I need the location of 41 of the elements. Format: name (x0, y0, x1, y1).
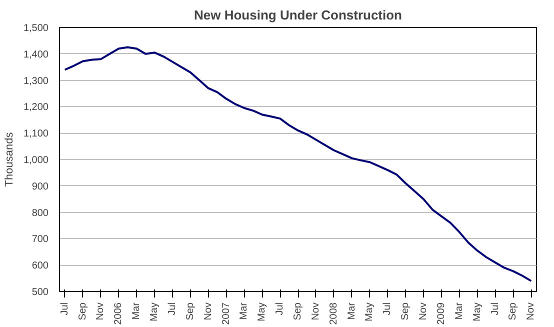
y-tick-label: 900 (32, 181, 49, 192)
y-tick-label: 1,200 (23, 102, 49, 114)
x-tick-label: 2007 (220, 302, 232, 325)
y-tick-label: 700 (32, 234, 49, 246)
x-tick-label: May (364, 302, 376, 322)
x-tick-label: Sep (292, 302, 304, 320)
y-tick-label: 1,500 (23, 23, 49, 34)
x-tick-label: Nov (310, 302, 322, 320)
x-tick-label: Mar (454, 302, 465, 320)
x-tick-label: 2008 (328, 302, 340, 325)
x-tick-label: Sep (77, 302, 88, 320)
y-tick-label: 1,400 (23, 49, 49, 60)
x-tick-label: May (149, 302, 160, 322)
x-tick-label: Sep (184, 302, 196, 320)
x-tick-label: Mar (131, 302, 142, 320)
y-tick-label: 800 (32, 208, 49, 219)
x-tick-label: Sep (508, 302, 519, 320)
x-tick-label: Mar (238, 302, 250, 320)
x-tick-label: Nov (95, 302, 106, 320)
line-series (64, 46, 532, 282)
x-tick-label: Jul (166, 302, 178, 316)
x-tick-label: Nov (526, 302, 537, 320)
x-tick-label: May (256, 302, 268, 322)
y-tick-label: 1,300 (23, 76, 49, 87)
x-tick-label: 2009 (436, 302, 447, 325)
x-tick-label: May (472, 302, 483, 322)
x-tick-label: 2006 (113, 302, 124, 325)
y-tick-label: 1,100 (23, 128, 49, 140)
x-tick-label: Jul (274, 302, 286, 316)
x-tick-label: Mar (346, 302, 358, 320)
y-tick-label: 1,000 (23, 155, 49, 166)
y-tick-label: 600 (32, 260, 49, 272)
y-axis-title: Thousands (3, 132, 16, 187)
x-tick-label: Jul (490, 302, 501, 316)
x-tick-label: Sep (400, 302, 412, 320)
x-tick-label: Jul (382, 302, 394, 316)
x-tick-label: Jul (59, 302, 70, 316)
y-tick-label: 500 (32, 287, 49, 298)
x-tick-label: Nov (202, 302, 214, 320)
x-tick-label: Nov (418, 302, 430, 320)
chart-title: New Housing Under Construction (194, 8, 402, 22)
